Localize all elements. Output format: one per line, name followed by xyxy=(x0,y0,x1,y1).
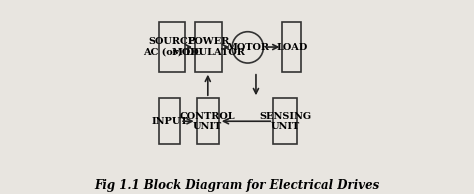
Bar xyxy=(195,22,222,72)
Text: Fig 1.1 Block Diagram for Electrical Drives: Fig 1.1 Block Diagram for Electrical Dri… xyxy=(94,179,380,192)
Bar xyxy=(159,22,185,72)
Bar xyxy=(273,98,297,144)
Text: SOURCE
AC (or) DC: SOURCE AC (or) DC xyxy=(143,37,202,57)
Text: CONTROL
UNIT: CONTROL UNIT xyxy=(180,112,236,131)
Bar xyxy=(197,98,219,144)
Text: MOTOR: MOTOR xyxy=(226,43,269,52)
Bar xyxy=(283,22,301,72)
Circle shape xyxy=(232,32,264,63)
Text: SENSING
UNIT: SENSING UNIT xyxy=(259,112,311,131)
Bar xyxy=(159,98,180,144)
Text: LOAD: LOAD xyxy=(276,42,308,52)
Text: POWER
MODULATOR: POWER MODULATOR xyxy=(172,37,246,57)
Text: INPUT: INPUT xyxy=(152,117,188,126)
